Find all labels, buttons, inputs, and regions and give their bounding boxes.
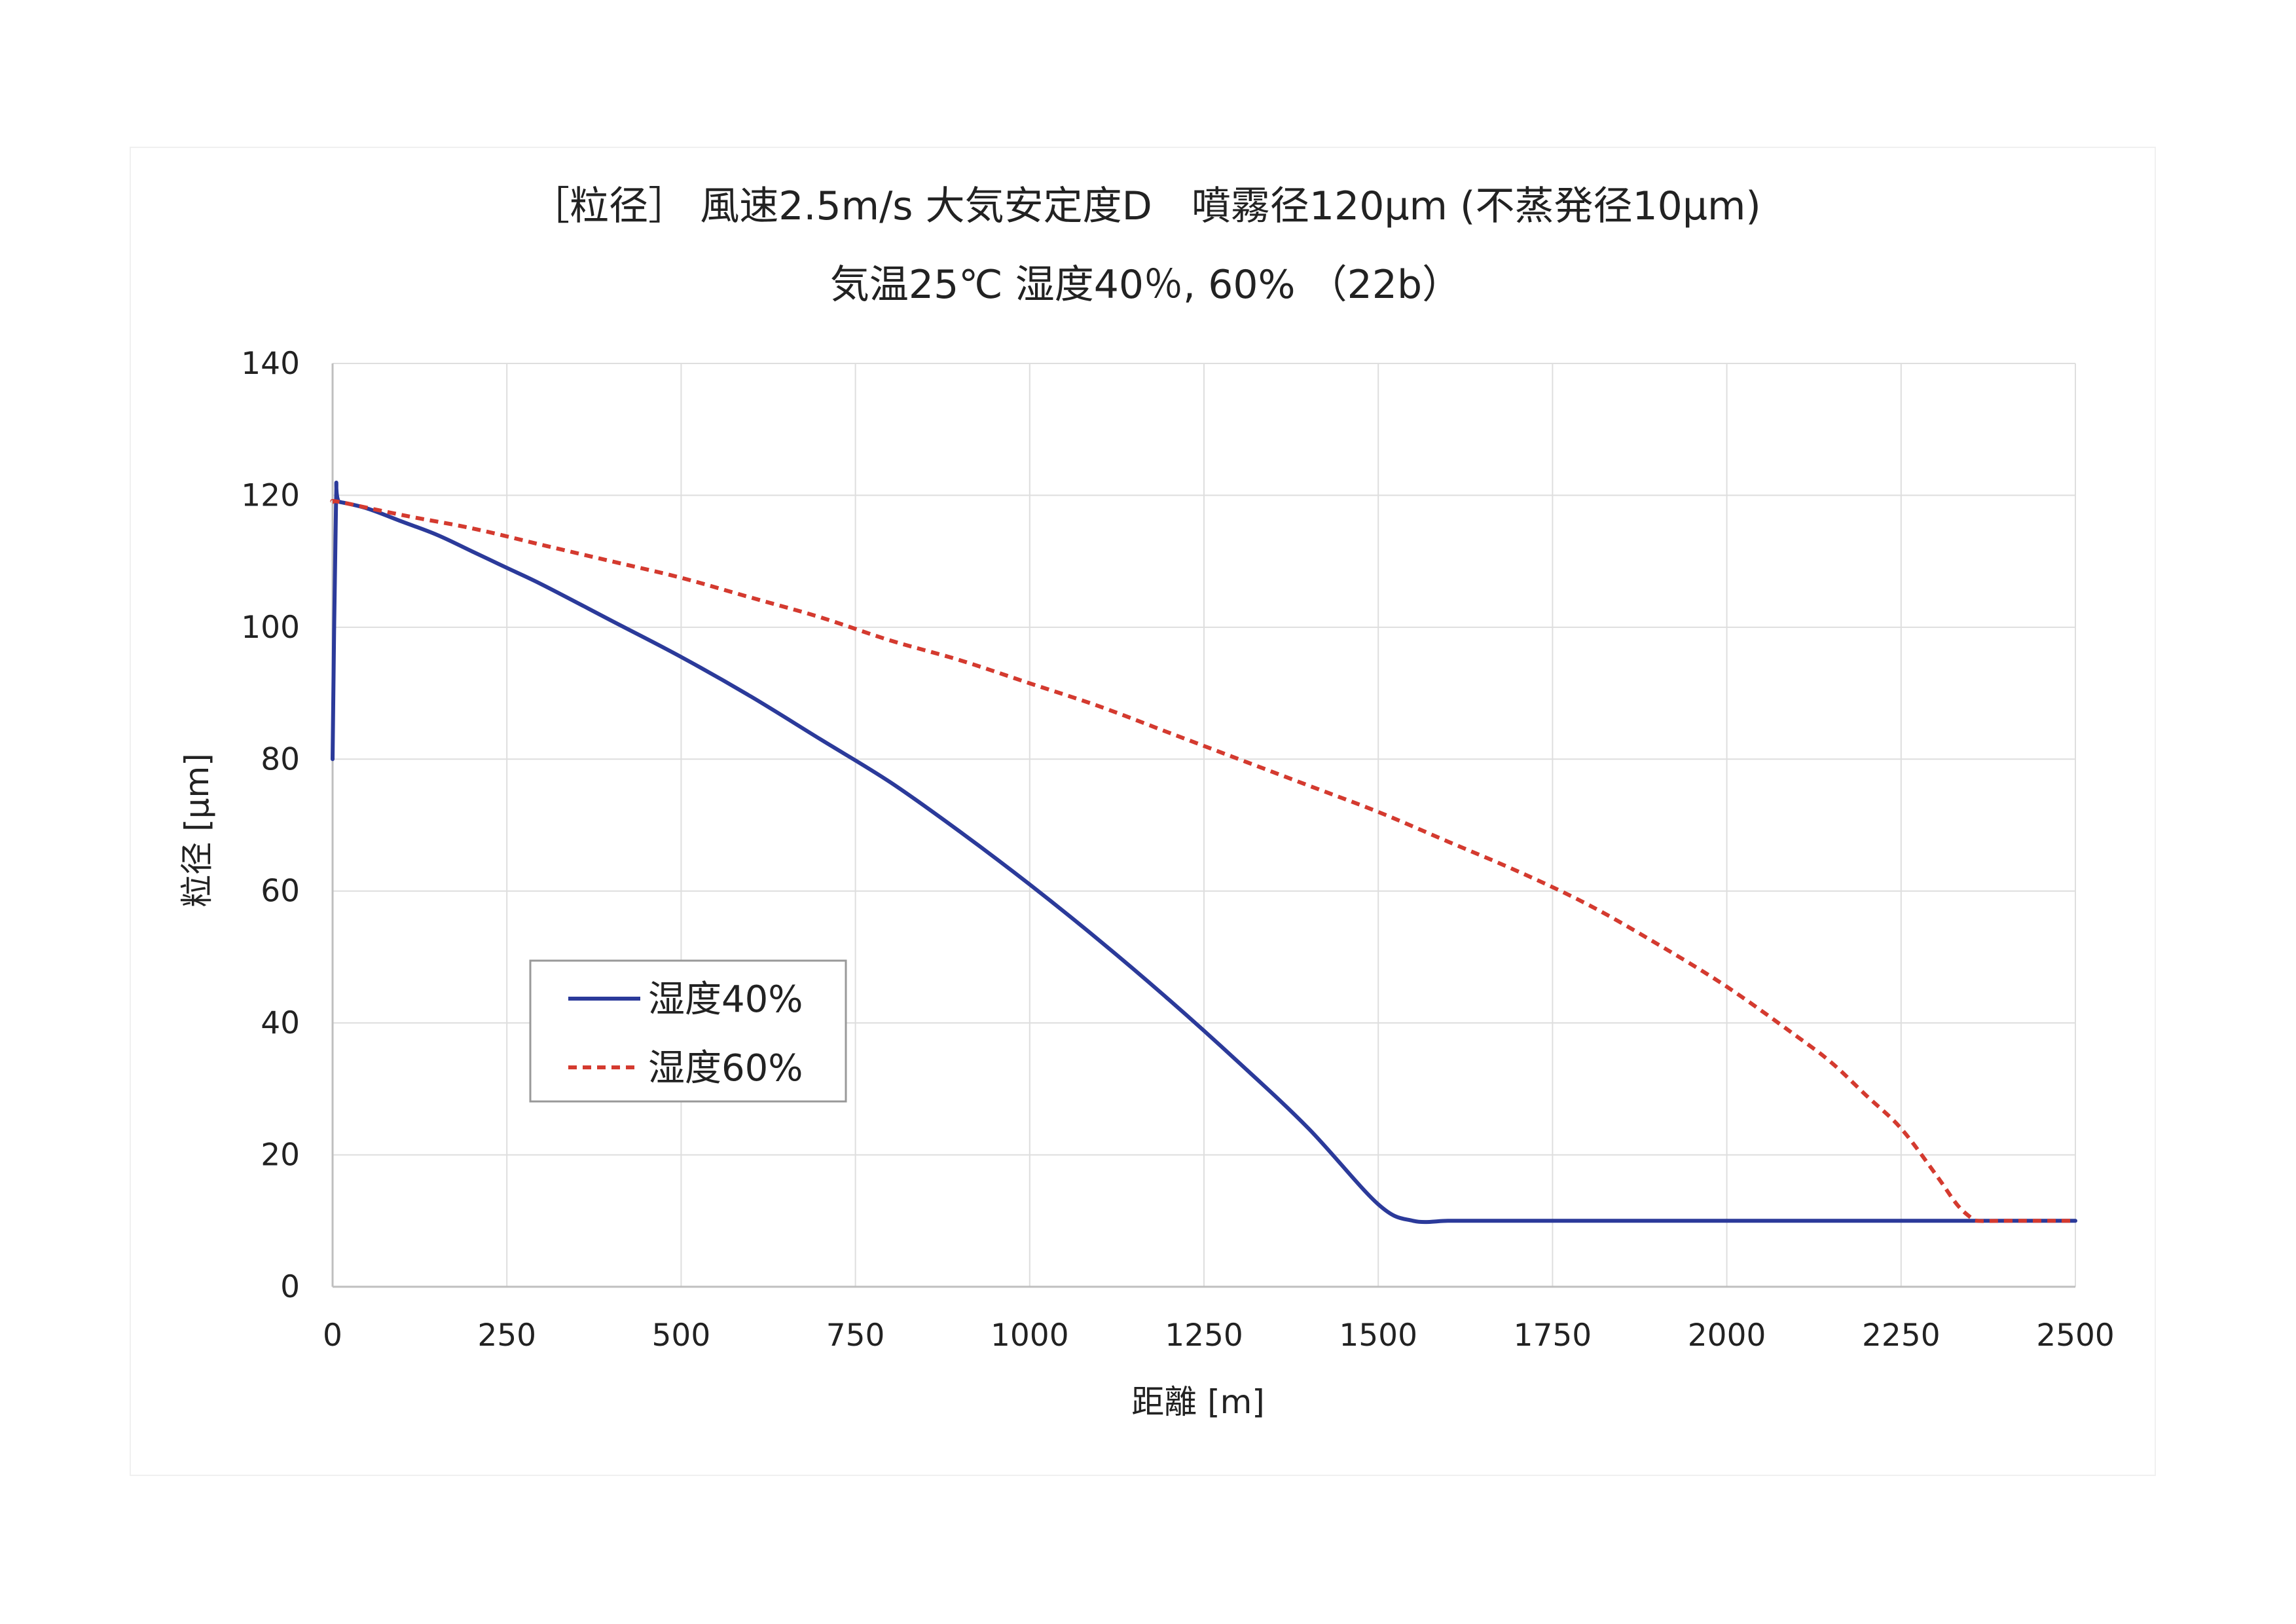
y-tick-label: 20 <box>261 1137 300 1173</box>
x-axis-label: 距離 [m] <box>1131 1383 1265 1421</box>
x-tick-label: 500 <box>652 1318 711 1354</box>
y-tick-label: 120 <box>241 477 300 513</box>
chart-title: ［粒径］ 風速2.5m/s 大気安定度D 噴霧径120µm (不蒸発径10µm) <box>530 183 1761 229</box>
tick-labels: 0 250 500 750 1000 1250 1500 1750 2000 2250 2500 0 2… <box>241 346 2115 1354</box>
x-tick-label: 250 <box>477 1318 536 1354</box>
legend-label-40: 湿度40% <box>648 978 803 1021</box>
y-tick-label: 60 <box>261 874 300 910</box>
chart-subtitle: 気温25℃ 湿度40％, 60% （22b） <box>830 262 1461 308</box>
x-tick-label: 2500 <box>2036 1318 2115 1354</box>
legend-label-60: 湿度60% <box>648 1047 803 1090</box>
legend-box <box>529 959 847 1103</box>
y-axis-label: 粒径 [µm] <box>178 753 216 907</box>
x-tick-label: 1500 <box>1339 1318 1417 1354</box>
x-tick-label: 1250 <box>1165 1318 1243 1354</box>
series-line-humidity-40 <box>331 481 2077 1225</box>
axes <box>331 363 2075 1288</box>
series-layer <box>330 481 2077 1225</box>
y-tick-label: 40 <box>261 1005 300 1041</box>
x-tick-label: 0 <box>323 1318 342 1354</box>
x-tick-label: 2250 <box>1862 1318 1941 1354</box>
y-tick-label: 140 <box>241 346 300 382</box>
chart-frame <box>130 147 2156 1476</box>
x-tick-label: 1750 <box>1514 1318 1592 1354</box>
grid <box>333 363 2076 1287</box>
x-tick-label: 2000 <box>1688 1318 1766 1354</box>
y-tick-label: 80 <box>261 741 300 777</box>
y-tick-label: 100 <box>241 610 300 646</box>
legend: 湿度40% 湿度60% <box>529 959 847 1103</box>
x-tick-label: 1000 <box>991 1318 1069 1354</box>
y-tick-label: 0 <box>280 1269 300 1305</box>
x-tick-label: 750 <box>826 1318 885 1354</box>
